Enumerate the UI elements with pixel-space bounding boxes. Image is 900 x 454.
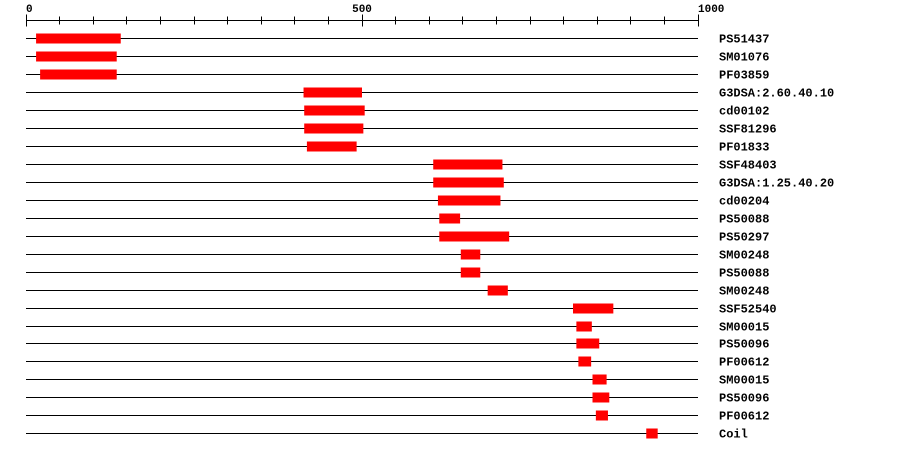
svg-text:SM00248: SM00248 xyxy=(719,285,769,299)
svg-text:PF01833: PF01833 xyxy=(719,141,769,155)
svg-text:SSF52540: SSF52540 xyxy=(719,303,777,317)
svg-text:SM00015: SM00015 xyxy=(719,321,769,335)
svg-text:PS51437: PS51437 xyxy=(719,33,769,47)
svg-text:500: 500 xyxy=(352,4,372,16)
svg-text:PS50096: PS50096 xyxy=(719,392,769,406)
svg-text:SM00015: SM00015 xyxy=(719,374,769,388)
svg-text:PF00612: PF00612 xyxy=(719,356,769,370)
svg-text:Coil: Coil xyxy=(719,428,748,442)
svg-text:G3DSA:2.60.40.10: G3DSA:2.60.40.10 xyxy=(719,87,834,101)
svg-text:PS50088: PS50088 xyxy=(719,213,769,227)
svg-text:SM01076: SM01076 xyxy=(719,51,769,65)
svg-text:SM00248: SM00248 xyxy=(719,249,769,263)
svg-text:cd00204: cd00204 xyxy=(719,195,769,209)
svg-text:0: 0 xyxy=(26,4,33,16)
svg-text:PF00612: PF00612 xyxy=(719,410,769,424)
svg-text:PS50297: PS50297 xyxy=(719,231,769,245)
svg-text:SSF81296: SSF81296 xyxy=(719,123,777,137)
svg-text:G3DSA:1.25.40.20: G3DSA:1.25.40.20 xyxy=(719,177,834,191)
svg-text:SSF48403: SSF48403 xyxy=(719,159,777,173)
svg-text:PS50096: PS50096 xyxy=(719,338,769,352)
svg-text:PS50088: PS50088 xyxy=(719,267,769,281)
svg-text:cd00102: cd00102 xyxy=(719,105,769,119)
svg-text:1000: 1000 xyxy=(698,4,724,16)
svg-text:PF03859: PF03859 xyxy=(719,69,769,83)
